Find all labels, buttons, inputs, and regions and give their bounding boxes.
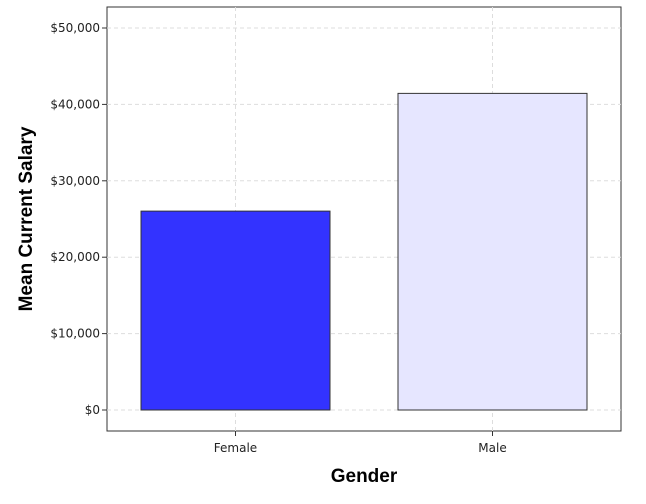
x-tick-label-male: Male xyxy=(478,441,506,455)
x-axis-ticks: Female Male xyxy=(214,431,507,455)
y-axis-ticks: $0 $10,000 $20,000 $30,000 $40,000 $50,000 xyxy=(50,21,107,417)
y-axis-title: Mean Current Salary xyxy=(16,126,37,311)
bar-female xyxy=(140,210,331,411)
bar-male xyxy=(397,92,588,411)
y-tick-label-3: $30,000 xyxy=(50,174,100,188)
x-tick-label-female: Female xyxy=(214,441,257,455)
y-tick-label-0: $0 xyxy=(85,403,100,417)
y-tick-label-5: $50,000 xyxy=(50,21,100,35)
x-axis-title: Gender xyxy=(331,466,398,487)
bars xyxy=(140,92,588,411)
y-tick-label-2: $20,000 xyxy=(50,250,100,264)
y-tick-label-1: $10,000 xyxy=(50,327,100,341)
y-tick-label-4: $40,000 xyxy=(50,97,100,111)
